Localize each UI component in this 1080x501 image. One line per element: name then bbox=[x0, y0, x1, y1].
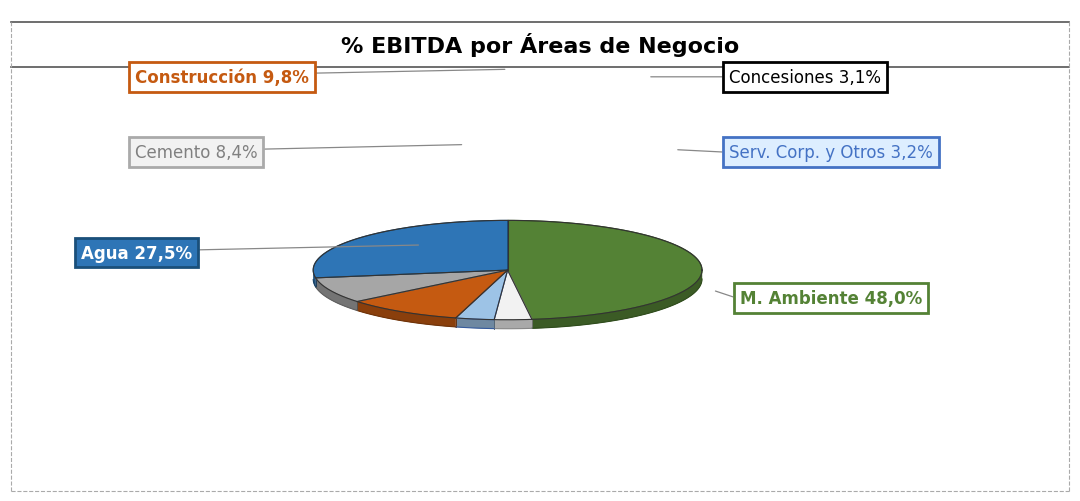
Polygon shape bbox=[495, 320, 532, 329]
Text: Construcción 9,8%: Construcción 9,8% bbox=[135, 69, 309, 87]
Polygon shape bbox=[315, 278, 357, 311]
Polygon shape bbox=[456, 271, 508, 320]
Text: % EBITDA por Áreas de Negocio: % EBITDA por Áreas de Negocio bbox=[341, 33, 739, 57]
Text: M. Ambiente 48,0%: M. Ambiente 48,0% bbox=[740, 289, 922, 307]
Text: Cemento 8,4%: Cemento 8,4% bbox=[135, 144, 258, 162]
Text: Agua 27,5%: Agua 27,5% bbox=[81, 244, 192, 262]
Polygon shape bbox=[313, 271, 315, 287]
Text: Serv. Corp. y Otros 3,2%: Serv. Corp. y Otros 3,2% bbox=[729, 144, 933, 162]
Polygon shape bbox=[313, 221, 508, 278]
Polygon shape bbox=[508, 221, 702, 320]
Polygon shape bbox=[357, 271, 508, 318]
Polygon shape bbox=[357, 302, 456, 327]
Polygon shape bbox=[456, 318, 495, 329]
Polygon shape bbox=[495, 271, 532, 320]
Polygon shape bbox=[315, 271, 508, 302]
Text: Concesiones 3,1%: Concesiones 3,1% bbox=[729, 69, 881, 87]
Polygon shape bbox=[532, 271, 702, 329]
